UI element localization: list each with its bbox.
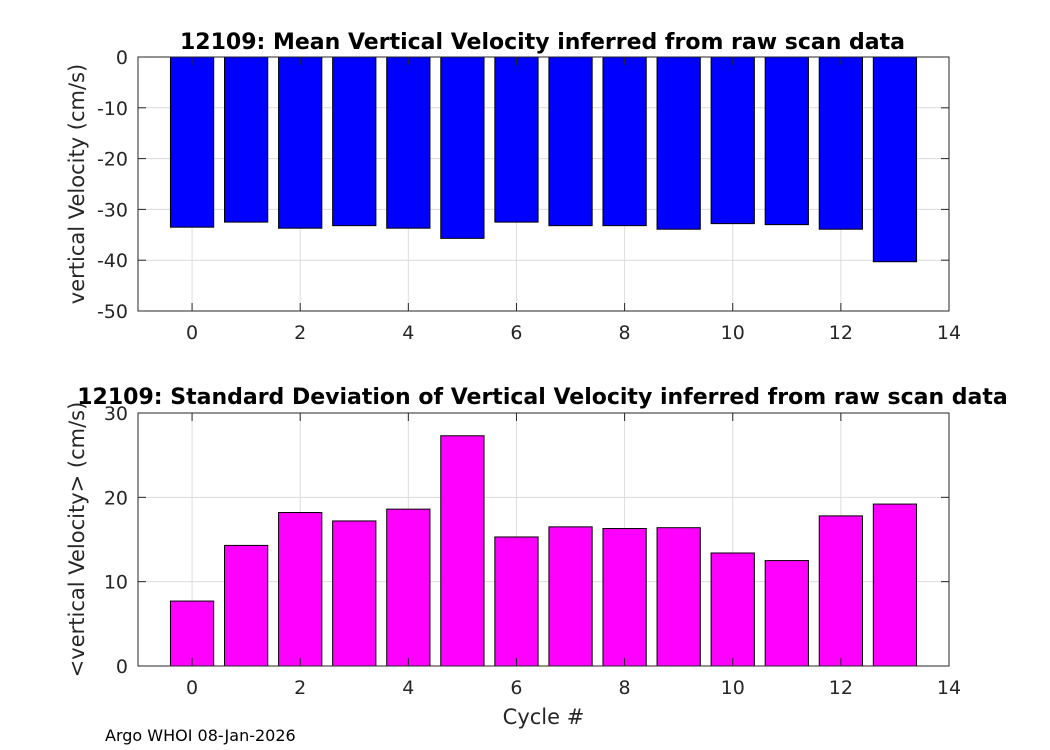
x-tick-label: 6 [510, 322, 522, 344]
plot-area [138, 413, 949, 666]
x-tick-label: 10 [721, 677, 745, 699]
chart-title: 12109: Mean Vertical Velocity inferred f… [180, 30, 905, 55]
y-tick-label: -20 [97, 149, 128, 171]
x-tick-label: 0 [186, 322, 198, 344]
bar [710, 56, 755, 225]
x-axis-label: Cycle # [503, 705, 585, 729]
bar [332, 56, 377, 227]
y-tick-label: -50 [97, 301, 128, 323]
bar [278, 56, 323, 229]
x-tick-label: 6 [510, 677, 522, 699]
bar [602, 528, 647, 667]
bar [169, 56, 215, 228]
bar [818, 56, 863, 230]
bar [818, 515, 863, 667]
bar [656, 527, 701, 667]
x-tick-label: 14 [937, 322, 961, 344]
bar [224, 56, 269, 223]
bar [386, 508, 431, 667]
y-axis-label: <vertical Velocity> (cm/s) [65, 402, 89, 678]
bar [710, 552, 755, 667]
y-axis-label: vertical Velocity (cm/s) [65, 64, 89, 304]
bar [494, 56, 539, 223]
x-tick-label: 10 [721, 322, 745, 344]
bar [548, 56, 593, 227]
x-tick-label: 8 [619, 322, 631, 344]
x-tick-label: 12 [829, 677, 853, 699]
top-chart-mean-velocity: 0 2 4 6 8 10 12 14 0 -10 -20 -30 -40 -50 12109: Mean V… [65, 30, 961, 344]
bar [169, 600, 215, 667]
bar [494, 536, 539, 667]
y-tick-label: -10 [97, 98, 128, 120]
x-tick-label: 0 [186, 677, 198, 699]
bar [602, 56, 647, 227]
bar [764, 56, 809, 226]
x-tick-label: 4 [402, 677, 414, 699]
y-tick-label: -40 [97, 250, 128, 272]
bar [224, 544, 269, 667]
bar [278, 512, 323, 667]
axes-frame [137, 412, 950, 667]
chart-title: 12109: Standard Deviation of Vertical Ve… [77, 385, 1007, 410]
y-tick-label: 30 [104, 403, 128, 425]
bar [440, 435, 485, 667]
plot-area [138, 57, 949, 311]
x-tick-label: 4 [402, 322, 414, 344]
bar [386, 56, 431, 229]
bar [548, 526, 593, 667]
x-tick-label: 12 [829, 322, 853, 344]
bar [764, 560, 809, 667]
bar [656, 56, 701, 230]
bar [872, 503, 918, 667]
y-tick-label: 0 [116, 656, 128, 678]
x-tick-label: 14 [937, 677, 961, 699]
axes-frame [137, 56, 950, 312]
y-tick-label: 10 [104, 572, 128, 594]
footer-credit: Argo WHOI 08-Jan-2026 [105, 726, 296, 745]
y-tick-label: 0 [116, 47, 128, 69]
bar [332, 520, 377, 667]
bar [872, 56, 918, 263]
bar [440, 56, 485, 239]
x-tick-label: 2 [294, 322, 306, 344]
x-tick-label: 2 [294, 677, 306, 699]
y-tick-label: -30 [97, 199, 128, 221]
x-tick-label: 8 [619, 677, 631, 699]
y-tick-label: 20 [104, 487, 128, 509]
